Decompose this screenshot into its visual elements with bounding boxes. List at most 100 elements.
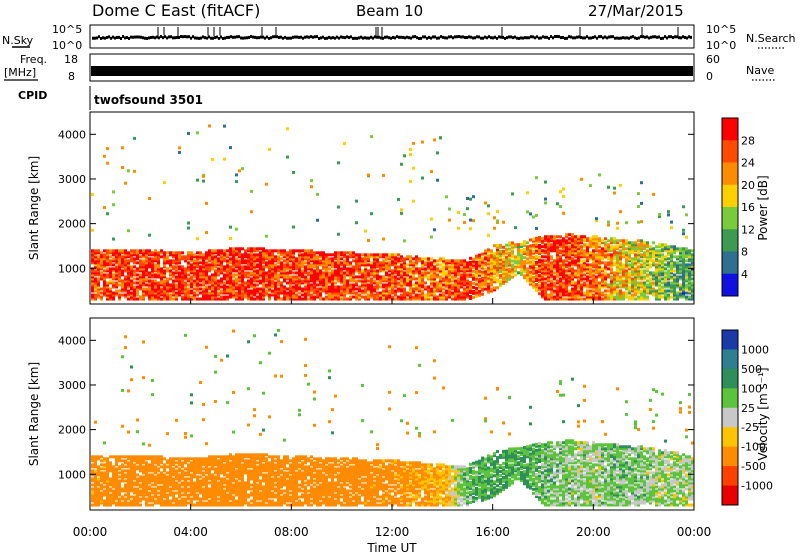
power-cell xyxy=(283,275,286,279)
power-cell xyxy=(238,265,241,269)
power-cell xyxy=(589,297,592,301)
power-cell xyxy=(226,261,229,265)
velocity-cell xyxy=(106,479,109,483)
power-cell xyxy=(646,283,649,287)
nsky-sample xyxy=(312,35,314,39)
power-cell xyxy=(463,273,466,277)
power-cell xyxy=(478,271,481,275)
power-cell xyxy=(136,255,139,259)
power-cell xyxy=(334,257,337,261)
power-cell xyxy=(460,273,463,277)
power-cell xyxy=(658,277,661,281)
velocity-cell xyxy=(127,491,130,495)
power-cell xyxy=(568,255,571,259)
power-cell xyxy=(385,267,388,271)
power-cell xyxy=(229,283,232,287)
power-cell xyxy=(688,259,691,263)
power-cell xyxy=(592,239,595,243)
power-cell xyxy=(574,249,577,253)
power-cell xyxy=(262,283,265,287)
power-cell xyxy=(259,265,262,269)
power-cell xyxy=(379,263,382,267)
nsky-sample xyxy=(594,35,596,39)
power-cell xyxy=(250,273,253,277)
power-cell xyxy=(280,253,283,257)
power-cell xyxy=(127,261,130,265)
power-cell xyxy=(667,265,670,269)
power-cell xyxy=(508,277,511,281)
power-cell xyxy=(124,251,127,255)
power-cell xyxy=(103,283,106,287)
power-cell xyxy=(679,275,682,279)
power-cell xyxy=(208,257,211,261)
power-cell xyxy=(130,295,133,299)
power-cell xyxy=(667,285,670,289)
power-cell xyxy=(490,277,493,281)
power-cell xyxy=(184,287,187,291)
velocity-cell xyxy=(115,463,118,467)
power-cell xyxy=(649,251,652,255)
power-cell xyxy=(430,267,433,271)
power-cell xyxy=(316,263,319,267)
power-cell xyxy=(136,285,139,289)
power-cell xyxy=(622,255,625,259)
power-cell xyxy=(373,259,376,263)
power-cell xyxy=(463,295,466,299)
velocity-cell xyxy=(124,346,127,350)
power-cell xyxy=(490,261,493,265)
power-cell xyxy=(91,279,94,283)
power-cell xyxy=(91,285,94,289)
power-cell xyxy=(409,279,412,283)
power-cell xyxy=(565,293,568,297)
power-cell xyxy=(256,287,259,291)
power-cell xyxy=(673,289,676,293)
power-cell xyxy=(97,261,100,265)
power-cell xyxy=(334,291,337,295)
velocity-cell xyxy=(100,471,103,475)
power-cell xyxy=(643,285,646,289)
nsky-sample xyxy=(164,35,166,39)
power-cell xyxy=(217,253,220,257)
power-cell xyxy=(136,261,139,265)
power-cell xyxy=(688,263,691,267)
power-cell xyxy=(268,281,271,285)
power-cell xyxy=(646,245,649,249)
velocity-cell xyxy=(106,495,109,499)
power-cell xyxy=(490,263,493,267)
nsky-sample xyxy=(270,36,272,40)
power-cell xyxy=(403,295,406,299)
nsky-sample xyxy=(660,36,662,40)
power-cell xyxy=(142,295,145,299)
nsky-sample xyxy=(218,36,220,40)
power-cell xyxy=(112,295,115,299)
power-cell xyxy=(262,253,265,257)
power-cell xyxy=(118,261,121,265)
power-cell xyxy=(544,235,547,239)
velocity-cell xyxy=(127,489,130,493)
power-cell xyxy=(505,261,508,265)
nsky-sample xyxy=(128,36,130,40)
power-cell xyxy=(418,297,421,301)
power-cell xyxy=(445,281,448,285)
power-cell xyxy=(238,295,241,299)
power-cell xyxy=(430,269,433,273)
power-cell xyxy=(496,220,499,224)
power-cell xyxy=(400,283,403,287)
power-cell xyxy=(286,261,289,265)
power-cell xyxy=(127,289,130,293)
velocity-cell xyxy=(121,455,124,459)
power-cell xyxy=(199,275,202,279)
power-cell xyxy=(244,267,247,271)
power-cell xyxy=(646,257,649,261)
power-cell xyxy=(232,291,235,295)
power-cell xyxy=(427,261,430,265)
power-cell xyxy=(364,269,367,273)
power-cell xyxy=(226,253,229,257)
power-cell xyxy=(169,259,172,263)
power-cell xyxy=(319,277,322,281)
power-cell xyxy=(466,267,469,271)
power-cell xyxy=(478,289,481,293)
velocity-cell xyxy=(115,471,118,475)
power-cell xyxy=(292,225,295,229)
power-cell xyxy=(268,255,271,259)
